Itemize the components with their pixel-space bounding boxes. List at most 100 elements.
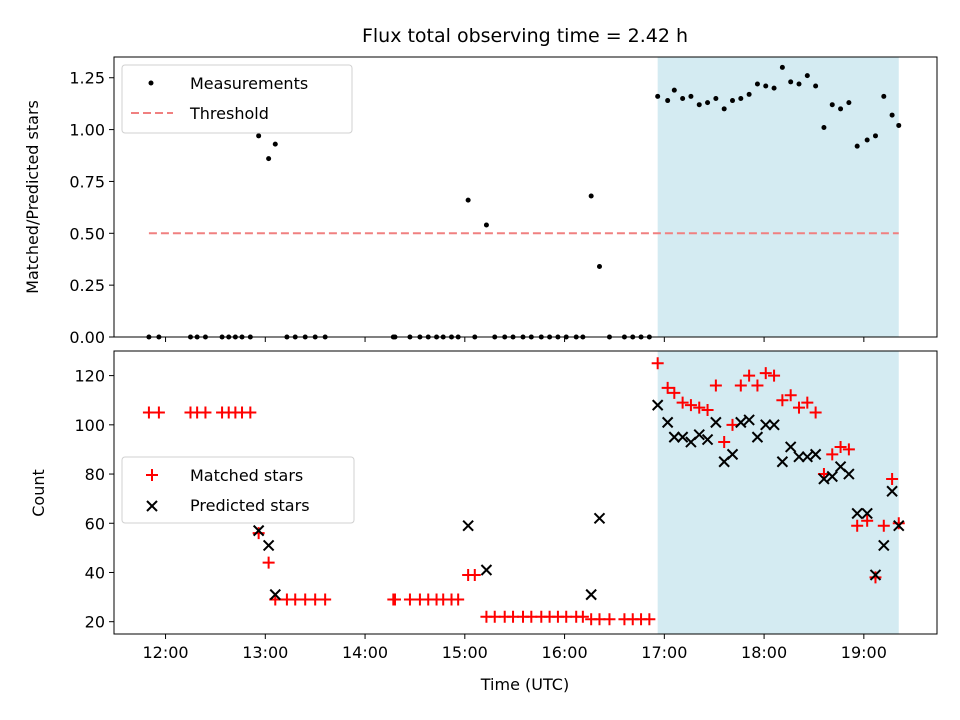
legend-predicted-stars-marker (146, 500, 158, 512)
predicted-stars-point (760, 419, 772, 431)
predicted-stars-point (262, 539, 275, 552)
predicted-stars-point (651, 399, 664, 411)
measurements-point (754, 81, 760, 87)
measurements-point (256, 133, 262, 139)
x-tick-label: 19:00 (841, 643, 887, 662)
predicted-stars-point (462, 520, 474, 532)
top-panel-frame (113, 56, 938, 338)
matched-stars-point (709, 379, 722, 392)
x-tick-label: 14:00 (342, 643, 388, 662)
matched-stars-point (842, 443, 855, 456)
top-panel-series (146, 64, 902, 340)
bottom-panel-highlight-span (657, 351, 899, 634)
measurements-point (788, 79, 794, 85)
matched-stars-point (734, 379, 747, 392)
y-tick-label: 20 (85, 613, 105, 632)
matched-stars-point (388, 593, 401, 606)
matched-stars-point (793, 401, 806, 414)
x-tick-label: 15:00 (442, 643, 488, 662)
matched-stars-point (743, 369, 756, 382)
y-tick-label: 80 (85, 465, 105, 484)
x-tick-label: 18:00 (741, 643, 787, 662)
matched-stars-point (809, 406, 822, 419)
matched-stars-point (468, 568, 481, 581)
measurements-point (746, 91, 752, 97)
measurements-point (713, 95, 719, 101)
y-tick-label: 1.25 (69, 69, 105, 88)
legend-threshold-label: Threshold (189, 104, 269, 123)
y-tick-label: 0.25 (69, 276, 105, 295)
measurements-point (655, 93, 661, 99)
measurements-point (705, 100, 711, 106)
measurements-point (483, 222, 489, 228)
measurements-point (796, 81, 802, 87)
predicted-stars-point (735, 416, 747, 429)
matched-stars-point (886, 472, 899, 485)
y-tick-label: 0.00 (69, 328, 105, 347)
measurements-point (779, 64, 785, 70)
matched-stars-point (801, 396, 814, 409)
predicted-stars-point (252, 524, 265, 537)
bottom-panel-ticks: 12:00 13:00 14:00 15:00 16:00 17:00 18:00 19:00… (74, 367, 886, 662)
predicted-stars-point (878, 539, 890, 552)
measurements-point (671, 87, 677, 93)
predicted-stars-point (726, 448, 739, 461)
measurements-point (596, 263, 602, 269)
predicted-stars-point (861, 507, 873, 520)
measurements-point (588, 193, 594, 199)
bottom-panel-xlabel: Time (UTC) (480, 675, 569, 694)
measurements-point (738, 95, 744, 101)
matched-stars-point (776, 394, 789, 407)
predicted-stars-point (710, 416, 722, 429)
predicted-stars-point (593, 512, 606, 525)
bottom-panel: 12:00 13:00 14:00 15:00 16:00 17:00 18:00 19:00… (29, 350, 938, 694)
predicted-stars-point (480, 564, 493, 576)
x-tick-label: 17:00 (641, 643, 687, 662)
legend-predicted-stars-label: Predicted stars (190, 496, 310, 515)
matched-stars-point (892, 517, 905, 530)
matched-stars-point (668, 386, 681, 399)
predicted-stars-point (768, 419, 780, 431)
matched-stars-point (684, 399, 697, 412)
bottom-panel-series (142, 357, 905, 626)
matched-stars-point (319, 593, 332, 606)
predicted-stars-point (776, 456, 789, 468)
measurements-point (838, 106, 844, 112)
top-panel-highlight-span (657, 57, 899, 337)
predicted-stars-point (801, 451, 814, 463)
y-tick-label: 120 (74, 367, 105, 386)
matched-stars-point (262, 556, 275, 569)
measurements-point (266, 156, 272, 162)
top-panel: 0.00 0.25 0.50 0.75 1.00 1.25 Matched/Predict… (23, 56, 938, 347)
matched-stars-point (784, 389, 797, 402)
measurements-point (771, 85, 777, 91)
y-tick-label: 0.50 (69, 224, 105, 243)
matched-stars-point (576, 610, 589, 623)
measurements-point (721, 106, 727, 112)
predicted-stars-point (869, 569, 882, 581)
bottom-panel-ylabel: Count (29, 469, 48, 517)
predicted-stars-point (784, 441, 797, 453)
predicted-stars-point (701, 433, 714, 446)
y-tick-label: 60 (85, 514, 105, 533)
y-tick-label: 0.75 (69, 172, 105, 191)
predicted-stars-point (826, 470, 838, 483)
predicted-stars-point (886, 485, 898, 497)
matched-stars-point (661, 381, 674, 394)
matched-stars-point (701, 404, 714, 417)
predicted-stars-point (751, 431, 764, 443)
measurements-point (665, 98, 671, 104)
measurements-point (688, 93, 694, 99)
matched-stars-point (726, 418, 739, 431)
y-tick-label: 1.00 (69, 121, 105, 140)
y-tick-label: 100 (74, 416, 105, 435)
matched-stars-point (718, 436, 731, 449)
matched-stars-point (199, 406, 212, 419)
predicted-stars-point (843, 468, 855, 480)
predicted-stars-point (893, 520, 905, 532)
matched-stars-point (252, 527, 265, 540)
bottom-panel-legend: Matched stars Predicted stars (121, 456, 355, 524)
measurements-point (272, 141, 278, 147)
measurements-point (821, 125, 827, 131)
matched-stars-point (851, 519, 864, 532)
